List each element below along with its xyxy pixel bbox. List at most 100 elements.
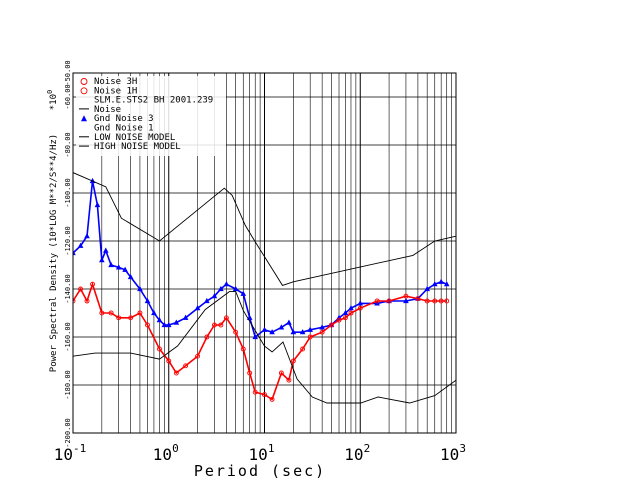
y-tick-label: -80.00 [64, 132, 72, 157]
data-point [319, 324, 325, 330]
data-point [232, 285, 239, 292]
data-point [424, 285, 430, 292]
series-line [73, 172, 456, 286]
data-point [348, 310, 354, 316]
data-point [233, 329, 239, 335]
legend-label: Noise 1H [94, 86, 137, 96]
legend-symbol [80, 87, 88, 95]
series-layer [73, 172, 456, 404]
data-point [290, 329, 297, 335]
legend-symbol [80, 78, 88, 85]
data-point [444, 298, 450, 304]
data-point [99, 310, 105, 316]
data-point [431, 281, 438, 287]
series-line [73, 291, 456, 404]
y-tick-label: -200.00 [64, 418, 72, 448]
data-point [137, 310, 143, 316]
legend-label: Gnd Noise 3 [94, 114, 154, 124]
legend-label: Noise [94, 105, 121, 115]
data-point [194, 305, 201, 311]
data-point [145, 322, 150, 328]
data-point [286, 319, 292, 325]
data-point [78, 286, 84, 292]
x-axis-label: Period (sec) [194, 462, 326, 480]
data-point [278, 370, 284, 376]
y-tick-label: -140.00 [64, 274, 72, 304]
legend-symbol [81, 115, 87, 122]
data-point [173, 370, 179, 376]
y-tick-labels: -50.00-60.00 -80.00 -100.00 -120.00 -140.00 -… [64, 60, 72, 447]
data-point [336, 317, 342, 323]
y-axis-label: Power Spectral Density (10*LOG M**2/S**4… [49, 134, 59, 372]
data-point [386, 298, 392, 304]
data-point [403, 297, 409, 304]
data-point [218, 322, 224, 328]
data-point [182, 314, 189, 320]
data-point [73, 249, 76, 256]
legend-label: Gnd Noise 1 [94, 124, 154, 134]
data-point [122, 266, 128, 272]
data-point [415, 296, 421, 302]
data-point [128, 315, 134, 321]
data-point [342, 315, 348, 321]
data-point [151, 309, 157, 316]
x-tick-label: 102 [344, 442, 370, 464]
data-point [342, 309, 349, 316]
data-point [357, 300, 364, 306]
data-point [108, 261, 114, 268]
data-point [116, 315, 122, 321]
data-point [299, 329, 306, 335]
data-point [161, 321, 168, 328]
data-point [195, 353, 201, 359]
series-noise-3h [73, 281, 450, 402]
data-point [290, 358, 296, 364]
data-point [252, 389, 258, 395]
data-point [157, 346, 162, 352]
data-point [269, 329, 275, 335]
x-tick-label: 100 [153, 442, 179, 464]
x-tick-labels: 10-1 100 101 102 103 [54, 442, 466, 464]
y-tick-label: -160.00 [64, 322, 72, 352]
data-point [204, 297, 210, 304]
data-point [443, 281, 450, 287]
data-point [156, 317, 163, 323]
data-point [300, 346, 306, 352]
data-point [432, 298, 438, 304]
series-gnd-noise-3 [73, 177, 450, 340]
data-point [307, 326, 313, 332]
data-point [403, 293, 409, 299]
data-point [240, 290, 247, 296]
data-point [94, 201, 101, 208]
data-point [286, 377, 292, 383]
data-point [137, 285, 143, 292]
data-point [319, 329, 325, 335]
y-tick-label: -120.00 [64, 226, 72, 256]
y-tick-label: -50.00 [64, 60, 72, 85]
legend-label: HIGH NOISE MODEL [94, 142, 181, 152]
data-point [247, 370, 253, 376]
legend-label: Noise 3H [94, 77, 137, 87]
x-tick-label: 101 [249, 442, 275, 464]
data-point [211, 293, 218, 299]
y-tick-label: -100.00 [64, 178, 72, 208]
data-point [262, 392, 267, 398]
data-point [223, 315, 229, 321]
data-point [73, 298, 76, 304]
data-point [77, 242, 84, 248]
data-point [357, 305, 363, 311]
data-point [173, 319, 180, 325]
data-point [108, 310, 114, 316]
data-point [223, 281, 230, 287]
data-point [438, 298, 444, 304]
legend-label: SLM.E.STS2 BH 2001.239 [94, 96, 213, 106]
y-axis-multiplier: *100 [46, 90, 59, 110]
y-multiplier-exp: 0 [46, 90, 54, 94]
series-high-noise-model [73, 172, 456, 286]
x-tick-label: 103 [440, 442, 466, 464]
data-point [278, 324, 285, 330]
data-point [90, 281, 95, 287]
data-point [115, 264, 122, 270]
data-point [99, 257, 105, 263]
